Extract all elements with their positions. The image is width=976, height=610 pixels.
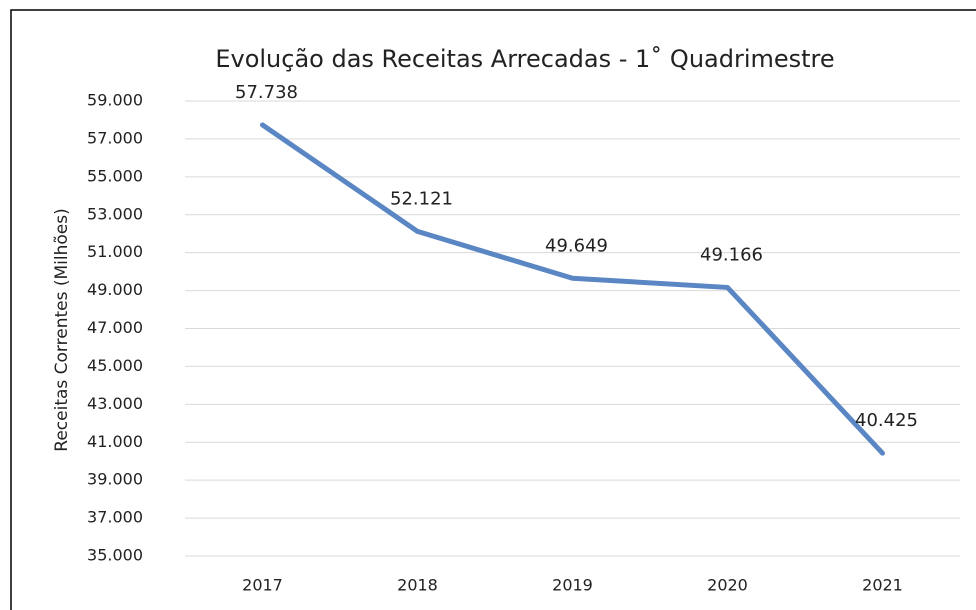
x-tick-label: 2020 xyxy=(707,576,748,595)
data-label: 40.425 xyxy=(855,410,918,431)
data-label: 49.649 xyxy=(545,235,608,256)
x-tick-label: 2018 xyxy=(397,576,438,595)
data-line xyxy=(260,122,885,456)
chart-frame xyxy=(10,9,976,610)
y-tick-label: 43.000 xyxy=(87,394,143,413)
x-tick-label: 2019 xyxy=(552,576,593,595)
data-label: 57.738 xyxy=(235,82,298,103)
y-axis-label: Receitas Correntes (Milhões) xyxy=(52,208,72,451)
y-tick-label: 41.000 xyxy=(87,432,143,451)
y-tick-label: 57.000 xyxy=(87,128,143,147)
y-tick-label: 47.000 xyxy=(87,318,143,337)
data-label: 52.121 xyxy=(390,188,453,209)
y-tick-label: 55.000 xyxy=(87,166,143,185)
y-tick-label: 35.000 xyxy=(87,546,143,565)
y-tick-label: 45.000 xyxy=(87,356,143,375)
y-tick-label: 39.000 xyxy=(87,470,143,489)
y-tick-label: 37.000 xyxy=(87,508,143,527)
x-tick-label: 2021 xyxy=(862,576,903,595)
data-label: 49.166 xyxy=(700,244,763,265)
chart-title: Evolução das Receitas Arrecadas - 1˚ Qua… xyxy=(215,45,834,73)
y-tick-label: 51.000 xyxy=(87,242,143,261)
x-tick-label: 2017 xyxy=(242,576,283,595)
y-tick-label: 49.000 xyxy=(87,280,143,299)
y-tick-label: 53.000 xyxy=(87,204,143,223)
y-tick-label: 59.000 xyxy=(87,91,143,110)
